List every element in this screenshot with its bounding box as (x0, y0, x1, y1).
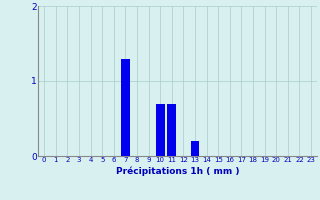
Bar (167, 104, 176, 156)
Bar (191, 141, 199, 156)
Bar (121, 58, 130, 156)
X-axis label: Précipitations 1h ( mm ): Précipitations 1h ( mm ) (116, 166, 239, 176)
Bar (156, 104, 164, 156)
